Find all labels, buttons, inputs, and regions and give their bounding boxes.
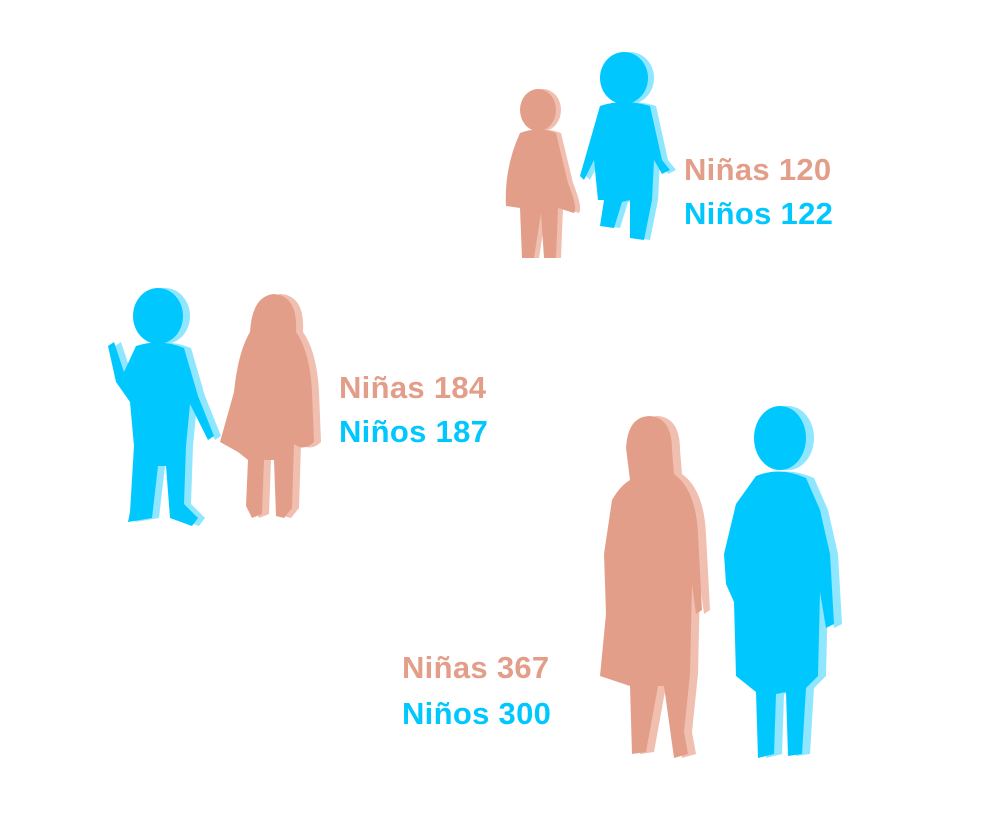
boy-silhouette-medium [108,288,221,526]
girl-silhouette-large [600,416,710,758]
girl-silhouette-small [505,89,581,258]
boy-silhouette-large [724,406,842,758]
group-large-children: Niñas 367 Niños 300 [0,400,990,824]
girls-count-label: Niñas 367 [402,650,550,685]
group-medium-children: Niñas 184 Niños 187 [0,280,990,540]
boy-silhouette-small [580,52,676,240]
girls-count-label: Niñas 184 [339,370,487,405]
girl-silhouette-medium [220,294,321,518]
group-small-children: Niñas 120 Niños 122 [0,0,990,280]
boys-count-label: Niños 300 [402,696,552,731]
boys-count-label: Niños 187 [339,414,489,449]
boys-count-label: Niños 122 [684,196,834,231]
girls-count-label: Niñas 120 [684,152,832,187]
